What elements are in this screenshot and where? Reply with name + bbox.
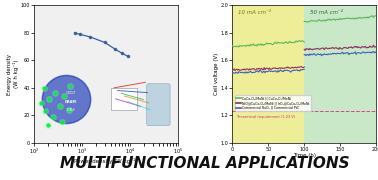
Y-axis label: Cell voltage (V): Cell voltage (V)	[214, 53, 219, 95]
Bar	[304, 5, 376, 143]
Text: 10 mA cm⁻²: 10 mA cm⁻²	[238, 10, 271, 15]
Bar	[232, 5, 304, 143]
Y-axis label: Energy density
(W h kg⁻¹): Energy density (W h kg⁻¹)	[7, 54, 19, 94]
X-axis label: Time (h): Time (h)	[293, 153, 316, 158]
X-axis label: Power density (W kg⁻¹): Power density (W kg⁻¹)	[74, 158, 138, 164]
Text: Theoretical requirement (1.23 V): Theoretical requirement (1.23 V)	[236, 115, 295, 119]
Text: 50 mA cm⁻²: 50 mA cm⁻²	[310, 10, 343, 15]
Legend: CuCo₂O₄/MoNi || CuCo₂O₄/MoNi, NiO@CuCo₂O₄/MoNi || IrO₂@CuCo₂O₄/MoNi, Commercial : CuCo₂O₄/MoNi || CuCo₂O₄/MoNi, NiO@CuCo₂O…	[235, 95, 311, 111]
Text: MULTIFUNCTIONAL APPLICATIONS: MULTIFUNCTIONAL APPLICATIONS	[60, 156, 350, 171]
